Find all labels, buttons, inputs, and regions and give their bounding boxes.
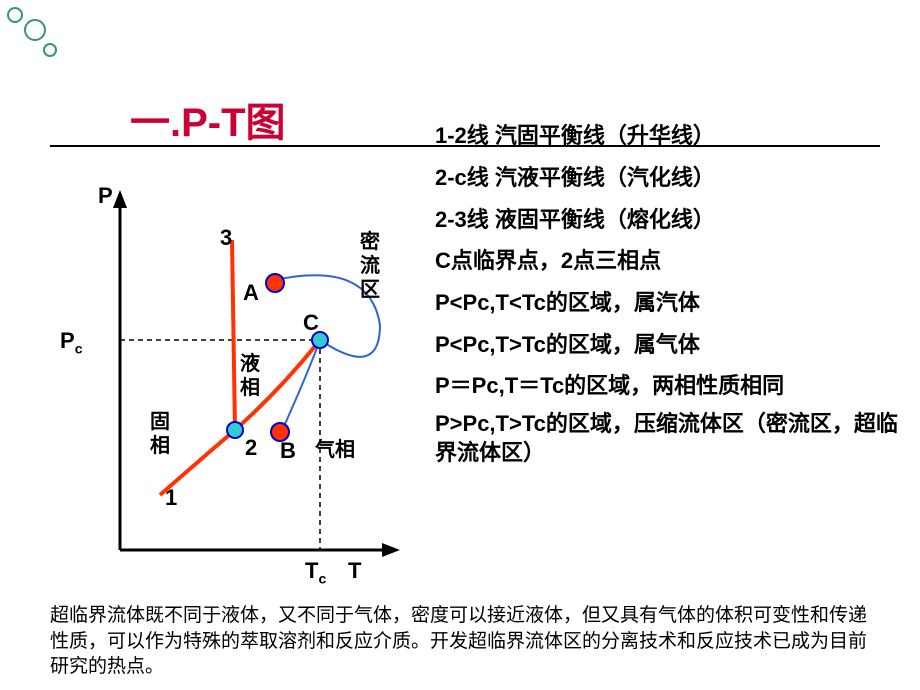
- point-3-label: 3: [220, 225, 232, 251]
- legend-line-4: C点临界点，2点三相点: [435, 240, 905, 282]
- point-b-label: B: [280, 438, 296, 464]
- pc-label: Pc: [60, 328, 82, 356]
- solid-region-label: 固相: [150, 410, 172, 458]
- pt-diagram: P T Pc Tc 1 2 3 A B C 固相 液相 气相 密流区: [80, 180, 420, 580]
- legend-line-7: P＝Pc,T＝Tc的区域，两相性质相同: [435, 372, 905, 401]
- point-a-label: A: [243, 280, 259, 306]
- gas-region-label: 气相: [315, 438, 355, 462]
- x-axis-label: T: [348, 558, 361, 584]
- liquid-region-label: 液相: [240, 352, 262, 400]
- legend-line-1: 1-2线 汽固平衡线（升华线）: [435, 115, 905, 157]
- corner-decoration: [0, 0, 70, 70]
- point-c-label: C: [303, 310, 319, 336]
- dense-region-label: 密流区: [360, 230, 382, 302]
- legend-line-5: P<Pc,T<Tc的区域，属汽体: [435, 282, 905, 324]
- legend-line-3: 2-3线 液固平衡线（熔化线）: [435, 199, 905, 241]
- y-axis-label: P: [98, 183, 113, 209]
- legend-line-2: 2-c线 汽液平衡线（汽化线）: [435, 157, 905, 199]
- legend-line-8: P>Pc,T>Tc的区域，压缩流体区（密流区，超临界流体区）: [435, 410, 905, 467]
- legend-line-6: P<Pc,T>Tc的区域，属气体: [435, 324, 905, 366]
- point-1-label: 1: [165, 485, 177, 511]
- legend-block: 1-2线 汽固平衡线（升华线） 2-c线 汽液平衡线（汽化线） 2-3线 液固平…: [435, 115, 905, 468]
- page-title: 一.P-T图: [130, 90, 286, 148]
- footnote-text: 超临界流体既不同于液体，又不同于气体，密度可以接近液体，但又具有气体的体积可变性…: [50, 603, 880, 680]
- point-2-label: 2: [245, 435, 257, 461]
- tc-label: Tc: [305, 558, 326, 586]
